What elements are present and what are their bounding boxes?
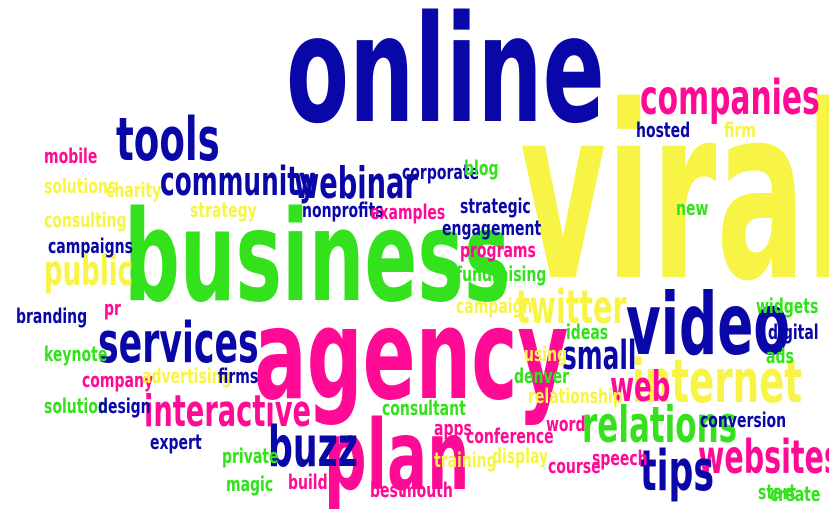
word-services: services: [98, 311, 259, 376]
word-examples: examples: [370, 200, 446, 224]
word-solution: solution: [44, 394, 108, 418]
word-start: start: [758, 480, 797, 504]
word-tips: tips: [640, 439, 715, 504]
word-buzz: buzz: [268, 415, 358, 480]
word-course: course: [548, 454, 601, 478]
word-strategic: strategic: [460, 194, 531, 218]
word-nonprofits: nonprofits: [302, 198, 384, 222]
word-video: video: [626, 275, 790, 375]
word-charity: charity: [106, 178, 162, 202]
word-speech: speech: [592, 446, 648, 470]
word-word: word: [546, 412, 586, 436]
word-expert: expert: [150, 430, 202, 454]
word-mobile: mobile: [44, 144, 98, 168]
word-community: community: [160, 159, 316, 205]
word-consulting: consulting: [44, 208, 127, 232]
word-fundraising: fundraising: [456, 262, 547, 286]
word-plan: plan: [324, 400, 470, 512]
word-private: private: [222, 444, 279, 468]
word-public: public: [44, 246, 134, 295]
word-branding: branding: [16, 304, 88, 328]
word-twitter: twitter: [516, 280, 627, 334]
word-programs: programs: [460, 238, 536, 262]
word-conversion: conversion: [700, 408, 787, 432]
word-strategy: strategy: [190, 198, 257, 222]
word-display: display: [492, 444, 549, 468]
word-webinar: webinar: [294, 158, 418, 209]
word-campaign: campaign: [456, 294, 533, 318]
word-ideas: ideas: [566, 320, 609, 344]
word-apps: apps: [434, 416, 472, 440]
word-denver: denver: [514, 364, 570, 388]
word-company: company: [82, 368, 154, 392]
word-interactive: interactive: [144, 386, 312, 437]
word-pr: pr: [104, 296, 121, 320]
word-online: online: [286, 0, 605, 156]
word-agency: agency: [254, 281, 569, 428]
word-widgets: widgets: [756, 294, 819, 318]
word-websites: websites: [698, 430, 829, 484]
word-magic: magic: [226, 472, 274, 496]
word-tools: tools: [116, 105, 220, 175]
word-companies: companies: [640, 70, 820, 126]
word-firms: firms: [218, 364, 259, 388]
word-hosted: hosted: [636, 118, 691, 142]
word-solutions: solutions: [44, 174, 117, 198]
word-internet: internet: [632, 347, 803, 417]
word-conference: conference: [466, 424, 554, 448]
word-mouth: mouth: [402, 478, 453, 502]
word-firm: firm: [724, 118, 756, 142]
word-best: best: [370, 478, 405, 502]
word-viral: viral: [520, 54, 829, 334]
word-business: business: [124, 183, 511, 330]
word-build: build: [288, 470, 328, 494]
word-keynote: keynote: [44, 342, 108, 366]
word-web: web: [610, 362, 671, 411]
word-blog: blog: [464, 156, 499, 180]
word-corporate: corporate: [402, 160, 479, 184]
word-relationship: relationship: [528, 384, 623, 408]
word-advertising: advertising: [142, 364, 232, 388]
word-small: small: [562, 333, 637, 379]
word-digital: digital: [768, 320, 819, 344]
word-relations: relations: [582, 396, 738, 454]
word-training: training: [434, 448, 497, 472]
word-consultant: consultant: [382, 396, 466, 420]
word-new: new: [676, 196, 709, 220]
word-engagement: engagement: [442, 216, 542, 240]
word-using: using: [524, 342, 568, 366]
word-ads: ads: [766, 344, 794, 368]
word-campaigns: campaigns: [48, 234, 133, 258]
word-design: design: [98, 394, 151, 418]
word-create: create: [770, 482, 821, 506]
